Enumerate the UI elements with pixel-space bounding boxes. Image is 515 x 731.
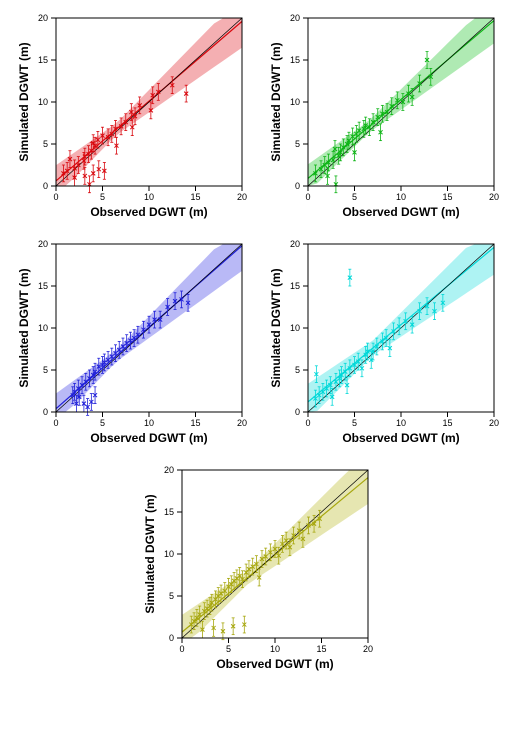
x-tick-label: 5 — [351, 192, 356, 202]
y-tick-label: 10 — [289, 323, 299, 333]
y-tick-label: 20 — [37, 239, 47, 249]
y-tick-label: 10 — [163, 549, 173, 559]
x-axis-label: Observed DGWT (m) — [342, 205, 459, 219]
y-axis-label: Simulated DGWT (m) — [269, 268, 283, 387]
x-tick-label: 10 — [143, 192, 153, 202]
y-tick-label: 15 — [289, 281, 299, 291]
x-tick-label: 15 — [190, 418, 200, 428]
y-tick-label: 5 — [42, 139, 47, 149]
scatter-panel-olive: 00 5 5 10 10 15 15 20 20 Observed DGWT (m) Simulat… — [138, 458, 378, 678]
y-axis-label: Simulated DGWT (m) — [17, 268, 31, 387]
y-tick-label: 0 — [168, 633, 173, 643]
x-tick-label: 10 — [395, 418, 405, 428]
x-tick-label: 15 — [442, 418, 452, 428]
x-tick-label: 20 — [488, 418, 498, 428]
y-tick-label: 15 — [289, 55, 299, 65]
y-tick-label: 20 — [289, 239, 299, 249]
fit-line — [308, 21, 494, 179]
scatter-panel-red: 00 5 5 10 10 15 15 20 20 Observed DGWT (m) Simulat… — [12, 6, 252, 226]
y-tick-label: 20 — [163, 465, 173, 475]
x-tick-label: 10 — [395, 192, 405, 202]
x-axis-label: Observed DGWT (m) — [90, 205, 207, 219]
x-tick-label: 0 — [305, 418, 310, 428]
x-tick-label: 20 — [362, 644, 372, 654]
y-axis-label: Simulated DGWT (m) — [17, 42, 31, 161]
x-tick-label: 20 — [236, 192, 246, 202]
x-axis-label: Observed DGWT (m) — [342, 431, 459, 445]
identity-line — [308, 18, 494, 186]
x-tick-label: 15 — [316, 644, 326, 654]
x-tick-label: 0 — [53, 192, 58, 202]
y-tick-label: 10 — [37, 97, 47, 107]
y-tick-label: 0 — [42, 181, 47, 191]
y-tick-label: 0 — [294, 407, 299, 417]
scatter-panel-cyan: 00 5 5 10 10 15 15 20 20 Observed DGWT (m) Simulat… — [264, 232, 504, 452]
y-tick-label: 15 — [37, 281, 47, 291]
data-points — [313, 52, 432, 193]
y-tick-label: 5 — [42, 365, 47, 375]
x-tick-label: 0 — [53, 418, 58, 428]
x-tick-label: 15 — [190, 192, 200, 202]
y-tick-label: 5 — [168, 591, 173, 601]
x-tick-label: 5 — [99, 192, 104, 202]
y-tick-label: 20 — [37, 13, 47, 23]
y-tick-label: 20 — [289, 13, 299, 23]
x-axis-label: Observed DGWT (m) — [90, 431, 207, 445]
y-tick-label: 10 — [289, 97, 299, 107]
y-tick-label: 0 — [42, 407, 47, 417]
y-tick-label: 10 — [37, 323, 47, 333]
y-tick-label: 0 — [294, 181, 299, 191]
panel-row: 0055101015152020Observed DGWT (m)Simulat… — [0, 232, 515, 452]
y-tick-label: 5 — [294, 139, 299, 149]
x-tick-label: 0 — [305, 192, 310, 202]
y-tick-label: 5 — [294, 365, 299, 375]
x-tick-label: 10 — [269, 644, 279, 654]
y-axis-label: Simulated DGWT (m) — [269, 42, 283, 161]
panel-row: 0055101015152020Observed DGWT (m)Simulat… — [0, 6, 515, 226]
x-tick-label: 5 — [99, 418, 104, 428]
x-tick-label: 10 — [143, 418, 153, 428]
y-tick-label: 15 — [163, 507, 173, 517]
panel-row: 00 5 5 10 10 15 15 20 20 Observed DGWT (m) Simulat… — [0, 458, 515, 678]
x-tick-label: 0 — [179, 644, 184, 654]
x-tick-label: 20 — [236, 418, 246, 428]
y-axis-label: Simulated DGWT (m) — [143, 494, 157, 613]
x-tick-label: 5 — [225, 644, 230, 654]
x-tick-label: 20 — [488, 192, 498, 202]
x-axis-label: Observed DGWT (m) — [216, 657, 333, 671]
x-tick-label: 5 — [351, 418, 356, 428]
scatter-panel-green: 00 5 5 10 10 15 15 20 20 Observed DGWT (m) Simulat… — [264, 6, 504, 226]
scatter-panel-blue: 00 5 5 10 10 15 15 20 20 Observed DGWT (m) Simulat… — [12, 232, 252, 452]
x-tick-label: 15 — [442, 192, 452, 202]
y-tick-label: 15 — [37, 55, 47, 65]
